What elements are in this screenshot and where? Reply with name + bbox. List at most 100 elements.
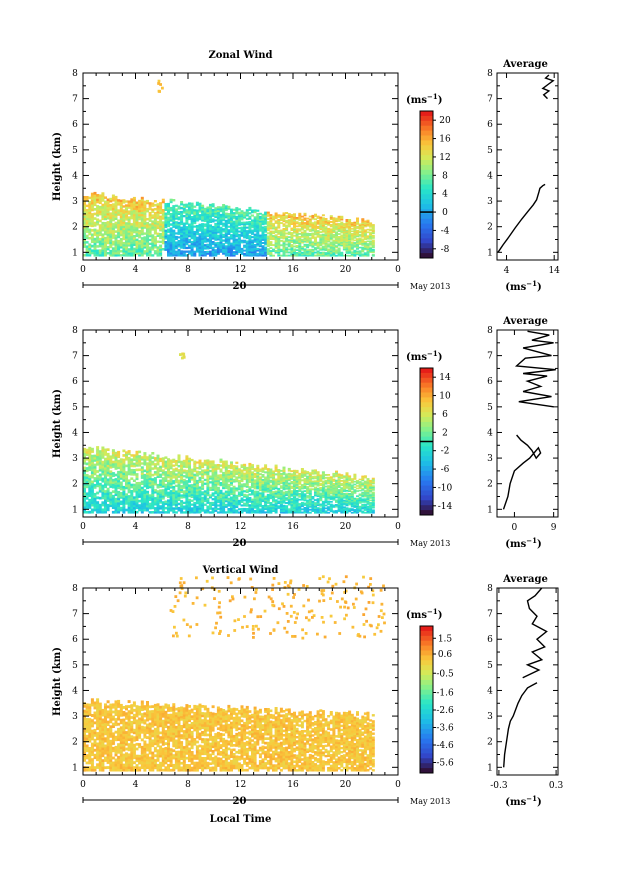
colorbar-segment bbox=[420, 630, 433, 637]
average-profile-upper bbox=[514, 330, 556, 408]
colorbar-segment bbox=[420, 456, 433, 462]
heatmap-field bbox=[83, 575, 386, 772]
colorbar-tick-label: -4.6 bbox=[436, 741, 454, 751]
average-y-tick-label: 2 bbox=[487, 738, 493, 748]
y-tick-label: 6 bbox=[72, 120, 78, 130]
x-tick-label: 0 bbox=[80, 265, 86, 275]
average-profile-upper bbox=[522, 587, 548, 679]
x-tick-label: 0 bbox=[395, 265, 401, 275]
average-y-tick-label: 5 bbox=[487, 661, 493, 671]
heatmap-field bbox=[83, 352, 375, 514]
colorbar-segment bbox=[420, 650, 433, 656]
y-axis-label: Height (km) bbox=[52, 647, 63, 716]
x-tick-label: 16 bbox=[287, 780, 299, 790]
colorbar-segment bbox=[420, 111, 433, 117]
x-tick-label: 8 bbox=[185, 780, 191, 790]
colorbar-segment bbox=[420, 199, 433, 205]
colorbar-segment bbox=[420, 466, 433, 472]
colorbar-unit-close: ) bbox=[438, 352, 443, 363]
y-tick-label: 5 bbox=[72, 403, 78, 413]
colorbar-tick-label: 0.6 bbox=[438, 650, 453, 660]
colorbar-segment bbox=[420, 189, 433, 195]
y-tick-label: 4 bbox=[72, 686, 78, 696]
average-y-tick-label: 7 bbox=[487, 95, 493, 105]
month-label: May 2013 bbox=[410, 539, 450, 548]
colorbar-segment bbox=[420, 150, 433, 156]
colorbar-segment bbox=[420, 184, 433, 190]
colorbar-segment bbox=[420, 733, 433, 740]
colorbar-tick-label: -1.6 bbox=[436, 689, 454, 699]
colorbar-segment bbox=[420, 768, 433, 774]
colorbar-segment bbox=[420, 115, 433, 122]
average-y-tick-label: 7 bbox=[487, 610, 493, 620]
colorbar-segment bbox=[420, 645, 433, 651]
colorbar-unit-exp: −1 bbox=[427, 92, 438, 101]
colorbar-tick-label: 16 bbox=[439, 135, 451, 145]
average-y-tick-label: 3 bbox=[487, 454, 493, 464]
colorbar-tick-label: 6 bbox=[442, 410, 448, 420]
average-unit: (ms−1) bbox=[505, 536, 541, 551]
average-y-tick-label: 4 bbox=[487, 428, 493, 438]
colorbar-segment bbox=[420, 753, 433, 759]
y-tick-label: 1 bbox=[72, 763, 78, 773]
colorbar-segment bbox=[420, 763, 433, 769]
average-y-tick-label: 3 bbox=[487, 712, 493, 722]
colorbar-segment bbox=[420, 194, 433, 200]
x-tick-label: 12 bbox=[235, 780, 246, 790]
average-y-tick-label: 8 bbox=[487, 69, 493, 79]
colorbar-segment bbox=[420, 635, 433, 642]
colorbar-frame bbox=[419, 110, 434, 259]
colorbar-segment bbox=[420, 699, 433, 705]
average-title: Average bbox=[502, 574, 548, 585]
average-y-tick-label: 6 bbox=[487, 120, 493, 130]
x-tick-label: 4 bbox=[133, 780, 139, 790]
colorbar-tick-label: 2 bbox=[442, 428, 448, 438]
colorbar-segment bbox=[420, 421, 433, 428]
x-tick-label: 8 bbox=[185, 265, 191, 275]
colorbar-segment bbox=[420, 679, 433, 686]
colorbar-segment bbox=[420, 675, 433, 681]
y-tick-label: 6 bbox=[72, 377, 78, 387]
x-tick-label: 20 bbox=[340, 265, 352, 275]
average-y-tick-label: 3 bbox=[487, 197, 493, 207]
colorbar-unit-close: ) bbox=[438, 610, 443, 621]
y-tick-label: 6 bbox=[72, 635, 78, 645]
colorbar-tick-label: -2.6 bbox=[436, 706, 454, 716]
y-tick-label: 3 bbox=[72, 712, 78, 722]
average-y-tick-label: 8 bbox=[487, 584, 493, 594]
x-tick-label: 4 bbox=[133, 522, 139, 532]
colorbar-segment bbox=[420, 204, 433, 210]
x-tick-label: 16 bbox=[287, 522, 299, 532]
colorbar-segment bbox=[420, 665, 433, 671]
colorbar-segment bbox=[420, 160, 433, 166]
panel-title: Zonal Wind bbox=[208, 50, 272, 61]
colorbar-tick-label: -8 bbox=[441, 245, 450, 255]
y-tick-label: 4 bbox=[72, 171, 78, 181]
colorbar-segment bbox=[420, 500, 433, 506]
colorbar-segment bbox=[420, 694, 433, 700]
y-tick-label: 1 bbox=[72, 248, 78, 258]
average-x-tick-label: -0.3 bbox=[490, 781, 508, 791]
average-y-tick-label: 6 bbox=[487, 635, 493, 645]
colorbar-segment bbox=[420, 475, 433, 482]
colorbar-segment bbox=[420, 120, 433, 127]
colorbar-unit-base: (ms bbox=[406, 352, 427, 363]
average-profile-lower bbox=[497, 183, 546, 253]
y-tick-label: 5 bbox=[72, 146, 78, 156]
colorbar-segment bbox=[420, 470, 433, 477]
colorbar-frame bbox=[419, 625, 434, 774]
y-tick-label: 3 bbox=[72, 197, 78, 207]
colorbar-segment bbox=[420, 714, 433, 720]
x-tick-label: 0 bbox=[395, 780, 401, 790]
colorbar-segment bbox=[420, 213, 433, 220]
colorbar-segment bbox=[420, 223, 433, 230]
colorbar-segment bbox=[420, 510, 433, 516]
colorbar-segment bbox=[420, 451, 433, 457]
y-tick-label: 2 bbox=[72, 223, 78, 233]
colorbar-segment bbox=[420, 412, 433, 418]
y-tick-label: 3 bbox=[72, 454, 78, 464]
date-label: 20 bbox=[233, 796, 247, 807]
colorbar: 20 16 12 8 4 0 -4 -8 (ms−1) bbox=[406, 92, 451, 259]
y-tick-label: 2 bbox=[72, 738, 78, 748]
